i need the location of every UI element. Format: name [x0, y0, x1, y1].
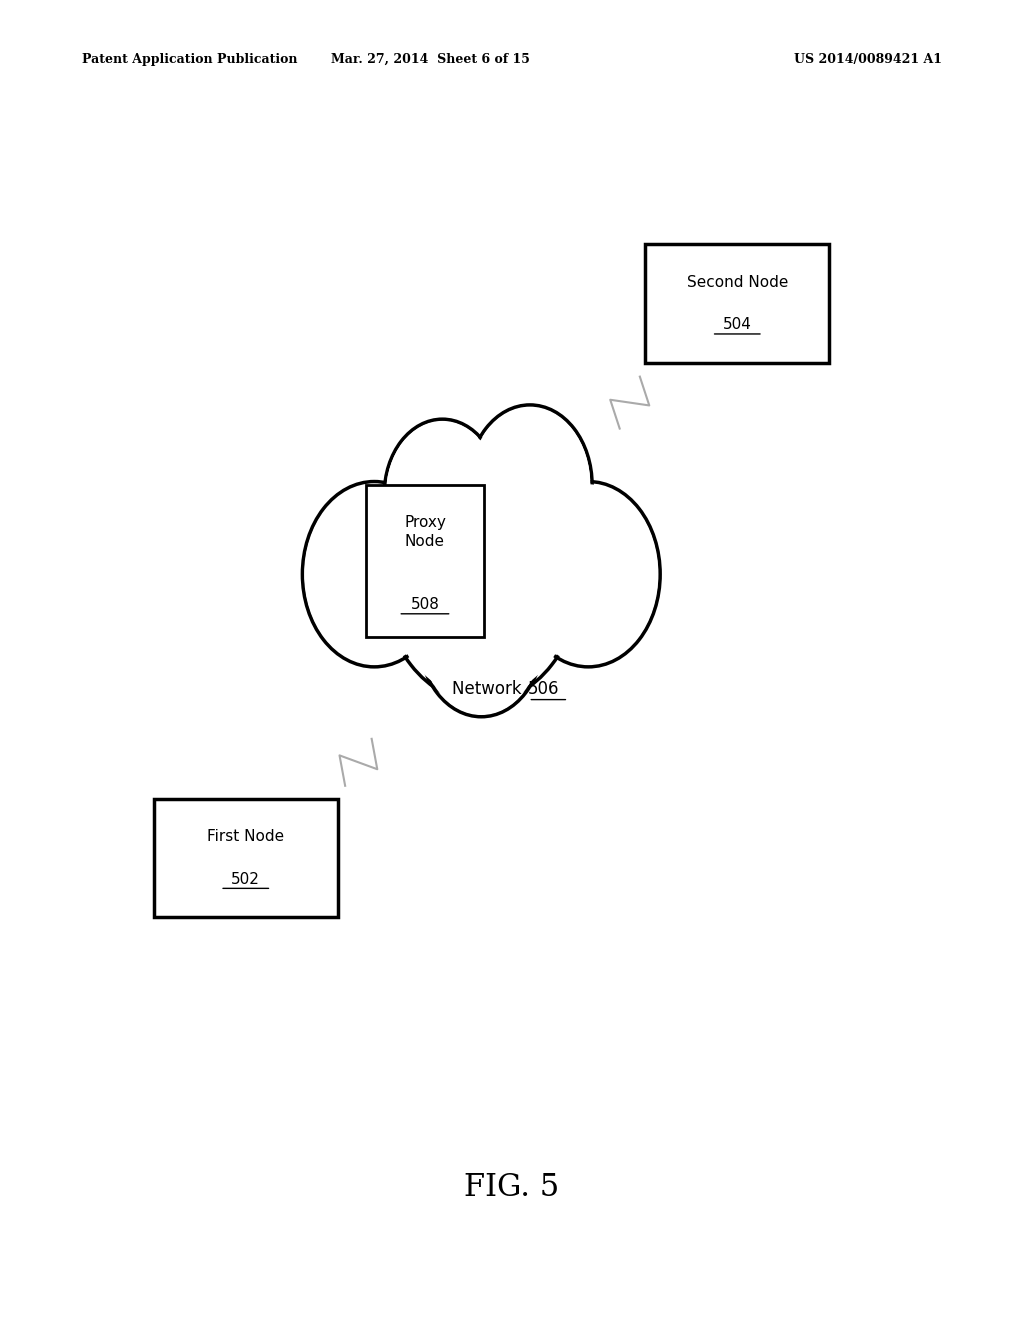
Text: Network: Network — [453, 680, 527, 698]
Text: 508: 508 — [411, 597, 439, 612]
Text: 504: 504 — [723, 317, 752, 333]
Circle shape — [386, 421, 499, 566]
Text: FIG. 5: FIG. 5 — [464, 1172, 560, 1204]
Circle shape — [421, 558, 542, 714]
Text: Proxy
Node: Proxy Node — [404, 515, 445, 549]
Circle shape — [382, 446, 581, 702]
Circle shape — [385, 450, 578, 698]
FancyBboxPatch shape — [154, 799, 338, 917]
FancyBboxPatch shape — [367, 486, 483, 638]
FancyBboxPatch shape — [645, 244, 829, 363]
Circle shape — [419, 557, 544, 717]
Circle shape — [302, 482, 446, 667]
Text: US 2014/0089421 A1: US 2014/0089421 A1 — [794, 53, 942, 66]
Text: First Node: First Node — [207, 829, 285, 845]
Text: Mar. 27, 2014  Sheet 6 of 15: Mar. 27, 2014 Sheet 6 of 15 — [331, 53, 529, 66]
Circle shape — [304, 484, 444, 664]
Text: Second Node: Second Node — [687, 275, 787, 290]
Circle shape — [468, 405, 592, 565]
Text: 506: 506 — [527, 680, 559, 698]
Circle shape — [518, 484, 658, 664]
Circle shape — [470, 408, 590, 562]
Circle shape — [384, 420, 501, 569]
Text: Patent Application Publication: Patent Application Publication — [82, 53, 297, 66]
Circle shape — [516, 482, 660, 667]
Text: 502: 502 — [231, 871, 260, 887]
